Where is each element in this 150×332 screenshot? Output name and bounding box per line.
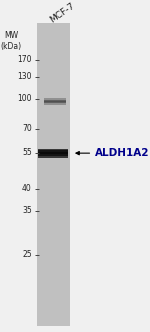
Text: MW
(kDa): MW (kDa) bbox=[0, 31, 21, 51]
Text: 130: 130 bbox=[17, 72, 32, 81]
Bar bbox=[38, 150, 68, 152]
Text: MCF-7: MCF-7 bbox=[48, 1, 76, 25]
Bar bbox=[38, 149, 68, 150]
Text: 55: 55 bbox=[22, 148, 32, 157]
Text: 70: 70 bbox=[22, 124, 32, 133]
Text: 100: 100 bbox=[17, 95, 32, 104]
Bar bbox=[37, 24, 70, 326]
Text: 35: 35 bbox=[22, 206, 32, 215]
Text: 40: 40 bbox=[22, 184, 32, 193]
Bar bbox=[44, 103, 66, 105]
Bar bbox=[44, 102, 66, 103]
Text: 170: 170 bbox=[17, 55, 32, 64]
Bar bbox=[38, 156, 68, 158]
Text: 25: 25 bbox=[22, 250, 32, 259]
Bar bbox=[44, 101, 66, 102]
Bar bbox=[38, 154, 68, 156]
Bar bbox=[44, 100, 66, 101]
Bar bbox=[44, 98, 66, 100]
Text: ALDH1A2: ALDH1A2 bbox=[95, 148, 149, 158]
Bar bbox=[38, 152, 68, 154]
